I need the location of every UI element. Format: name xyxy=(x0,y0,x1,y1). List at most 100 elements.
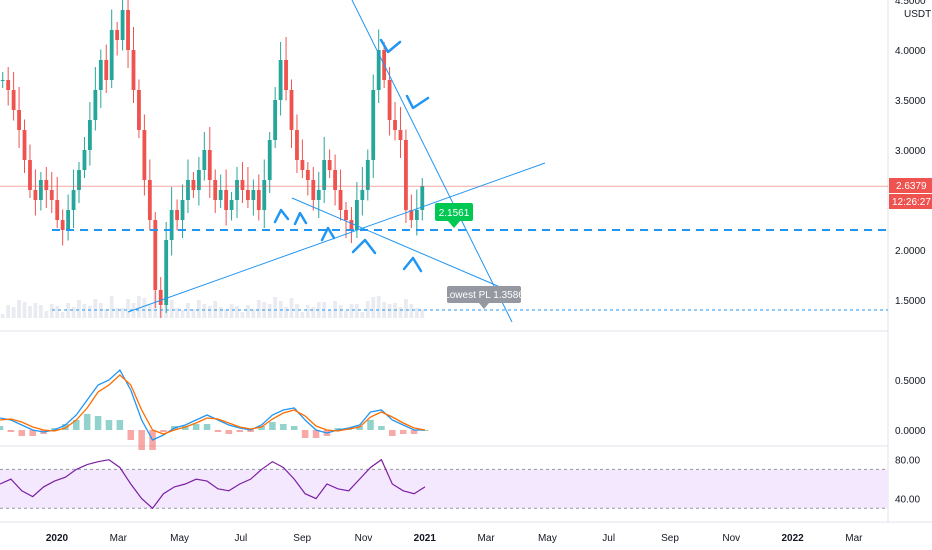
candle-body xyxy=(158,290,163,305)
candle-body xyxy=(137,90,141,130)
price-tick-label: 4.0000 xyxy=(895,46,926,57)
macd-histogram-bar xyxy=(236,430,244,432)
candle-body xyxy=(338,190,343,210)
svg-text:12:26:27: 12:26:27 xyxy=(892,197,931,208)
candle-body xyxy=(0,80,5,81)
price-tick-label: 3.0000 xyxy=(895,146,926,157)
volume-bar xyxy=(273,297,278,318)
macd-histogram-bar xyxy=(83,414,91,430)
candle-body xyxy=(169,210,174,240)
volume-bar xyxy=(77,300,81,318)
time-axis[interactable]: 2020 Mar May Jul Sep Nov 2021 Mar May Jul Sep Nov 20… xyxy=(46,533,863,544)
volume-bar xyxy=(49,304,54,318)
candle-body xyxy=(126,10,130,50)
volume-bar xyxy=(246,305,250,318)
volume-bar xyxy=(22,302,27,318)
volume-bar xyxy=(207,306,212,318)
volume-bar xyxy=(251,309,256,318)
candle-body xyxy=(196,170,201,190)
volume-bar xyxy=(66,303,71,318)
currency-label: USDT xyxy=(904,9,931,20)
macd-histogram-bar xyxy=(127,430,135,440)
macd-histogram-bar xyxy=(94,416,102,430)
volume-bar xyxy=(371,297,376,318)
volume-bar xyxy=(338,305,343,318)
price-tick-label: 4.5000 xyxy=(895,0,926,7)
candle-body xyxy=(393,120,397,130)
candle-body xyxy=(371,90,376,160)
candle-body xyxy=(202,150,207,170)
time-tick-label: 2022 xyxy=(781,533,804,544)
price-axis[interactable]: 4.50004.00003.50003.00002.50002.00001.50… xyxy=(895,0,926,307)
volume-bar xyxy=(300,312,305,318)
macd-histogram-bar xyxy=(73,420,80,430)
arrow-down-icon xyxy=(379,38,402,54)
volume-bar xyxy=(229,304,234,318)
candle-body xyxy=(186,180,190,200)
arrow-up-icon xyxy=(351,238,377,255)
candle-body xyxy=(17,110,21,130)
trendline-descending[interactable] xyxy=(351,0,513,323)
candle-body xyxy=(273,100,278,140)
macd-histogram-bar xyxy=(312,430,320,438)
volume-bar xyxy=(11,307,16,318)
candle-body xyxy=(6,80,11,90)
candles[interactable] xyxy=(0,0,425,318)
time-tick-label: Jul xyxy=(602,533,615,544)
candle-body xyxy=(354,200,359,230)
candle-body xyxy=(409,210,414,220)
macd-tick-label: 0.5000 xyxy=(895,376,926,387)
macd-histogram-bar xyxy=(0,426,4,430)
volume-bar xyxy=(289,298,294,318)
volume-bar xyxy=(327,310,332,318)
volume-bar xyxy=(142,298,147,318)
macd-histogram-bar xyxy=(258,426,265,430)
macd-histogram-bar xyxy=(160,430,167,432)
macd-histogram-bar xyxy=(203,424,211,430)
candle-body xyxy=(147,180,152,220)
candle-body xyxy=(115,30,120,40)
price-tick-label: 1.5000 xyxy=(895,296,926,307)
volume-bar xyxy=(295,304,299,318)
candle-body xyxy=(289,90,294,130)
candle-body xyxy=(142,130,147,180)
arrow-up-icon xyxy=(320,226,336,242)
time-tick-label: Nov xyxy=(355,533,373,544)
volume-bar xyxy=(404,299,408,318)
candle-body xyxy=(333,170,338,190)
volume-bar xyxy=(349,304,354,318)
time-tick-label: Sep xyxy=(661,533,679,544)
macd-histogram-bar xyxy=(290,426,298,430)
trendline-ascending[interactable] xyxy=(127,162,546,313)
candle-body xyxy=(278,60,283,100)
volume-bar xyxy=(115,308,120,318)
trendline-channel[interactable] xyxy=(291,197,501,288)
candle-body xyxy=(404,140,408,210)
candle-body xyxy=(387,80,392,120)
arrow-up-icon xyxy=(293,211,308,226)
candle-body xyxy=(60,220,65,230)
volume-bar xyxy=(256,300,261,318)
volume-bar xyxy=(409,304,414,318)
volume-bar xyxy=(175,308,179,318)
macd-histogram-bar xyxy=(399,430,407,434)
macd-histogram-bar xyxy=(116,420,124,430)
volume-bar xyxy=(224,309,229,318)
rsi-axis[interactable]: 80.00 40.00 xyxy=(895,456,920,506)
candle-body xyxy=(251,190,256,200)
arrow-up-icon xyxy=(402,256,423,273)
candle-body xyxy=(191,180,196,190)
volume-bar xyxy=(398,307,403,318)
candle-body xyxy=(131,50,136,90)
volume-bar xyxy=(28,306,32,318)
macd-series-line xyxy=(0,374,426,435)
candle-body xyxy=(28,160,32,190)
volume-bar xyxy=(376,296,381,318)
candle-body xyxy=(262,180,267,210)
price-marker-green[interactable]: 2.1561 xyxy=(435,203,473,228)
macd-axis[interactable]: 0.5000 0.0000 xyxy=(895,376,926,437)
lowest-price-label[interactable]: Lowest PL 1.3586 xyxy=(444,286,524,309)
time-tick-label: May xyxy=(538,533,557,544)
macd-histogram-bar xyxy=(356,426,363,430)
